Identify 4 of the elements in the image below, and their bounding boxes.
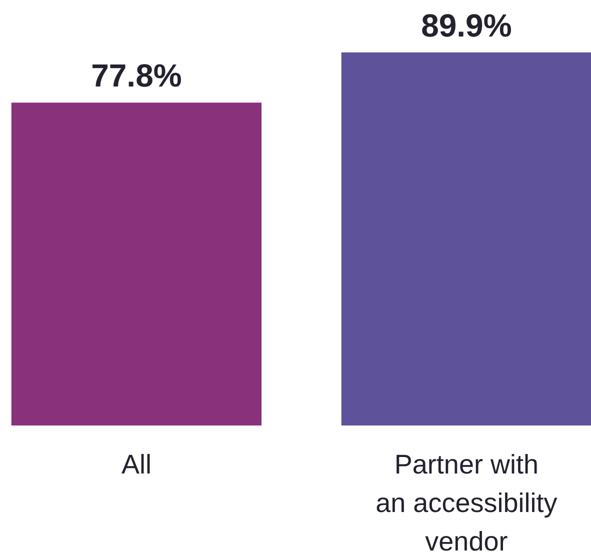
x-tick-label: All (121, 450, 152, 480)
x-tick-label: Partner with an accessibility vendor (376, 450, 558, 556)
data-label: 89.9% (421, 7, 512, 44)
data-label: 77.8% (91, 58, 182, 94)
